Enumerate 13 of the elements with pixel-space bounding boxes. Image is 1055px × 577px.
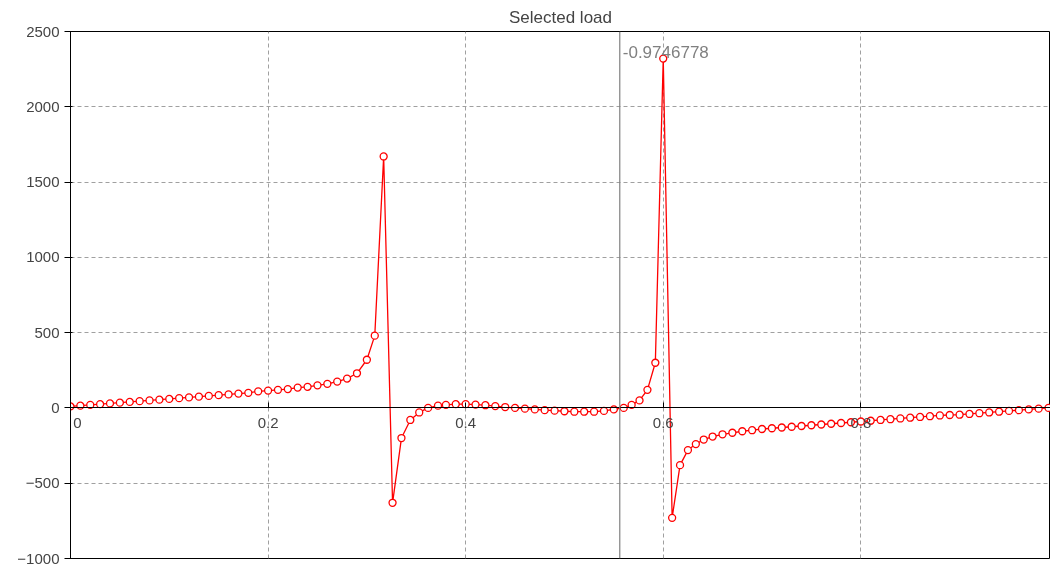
- y-tick-label: 1000: [26, 248, 60, 266]
- y-tick-label: 2000: [26, 97, 60, 115]
- y-tick-label: 0: [51, 398, 60, 416]
- annotation: -0.9746778: [622, 42, 709, 62]
- x-tick-label: 0.2: [257, 413, 279, 431]
- x-tick-label: 0.4: [455, 413, 477, 431]
- y-tick-label: 500: [34, 323, 60, 341]
- y-tick-label: 1500: [26, 173, 60, 191]
- y-tick-label: −1000: [17, 549, 60, 567]
- y-tick-label: 2500: [26, 22, 60, 40]
- x-tick-label: 0: [73, 413, 82, 431]
- chart-title: Selected load: [508, 7, 613, 27]
- y-tick-label: −500: [25, 474, 60, 492]
